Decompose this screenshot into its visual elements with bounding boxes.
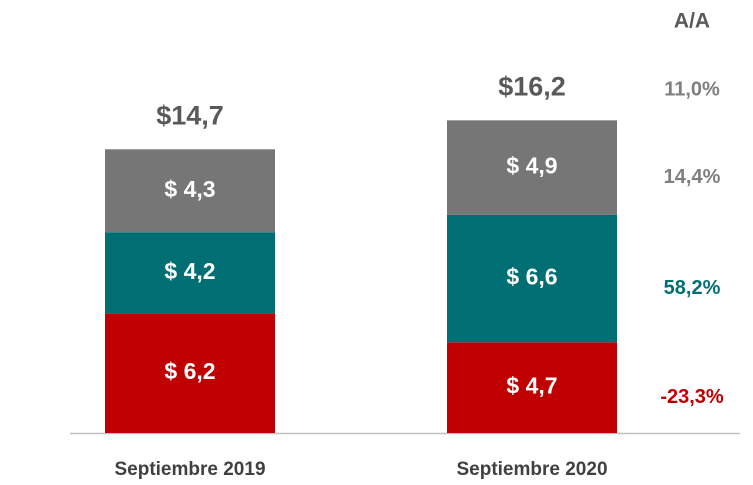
total-change-label: 11,0%	[664, 79, 720, 101]
change-label: -23,3%	[660, 386, 724, 408]
segment-label: $ 6,6	[506, 264, 557, 290]
change-label: 14,4%	[664, 166, 721, 188]
segment-label: $ 4,3	[164, 176, 215, 202]
segment-label: $ 4,7	[506, 373, 557, 399]
bar-segment	[447, 342, 617, 433]
x-tick-label: Septiembre 2020	[456, 459, 607, 480]
x-tick-label: Septiembre 2019	[114, 459, 265, 480]
bar-segment	[447, 214, 617, 343]
segment-label: $ 6,2	[164, 358, 215, 384]
segment-label: $ 4,9	[506, 153, 557, 179]
bar-segment	[447, 120, 617, 215]
bar-segment	[105, 313, 275, 433]
change-label: 58,2%	[664, 277, 721, 299]
bar-segment	[105, 232, 275, 314]
bar-segment	[105, 149, 275, 233]
change-title: A/A	[674, 10, 710, 33]
segment-label: $ 4,2	[164, 258, 215, 284]
total-label: $14,7	[156, 100, 224, 130]
total-label: $16,2	[498, 71, 566, 101]
